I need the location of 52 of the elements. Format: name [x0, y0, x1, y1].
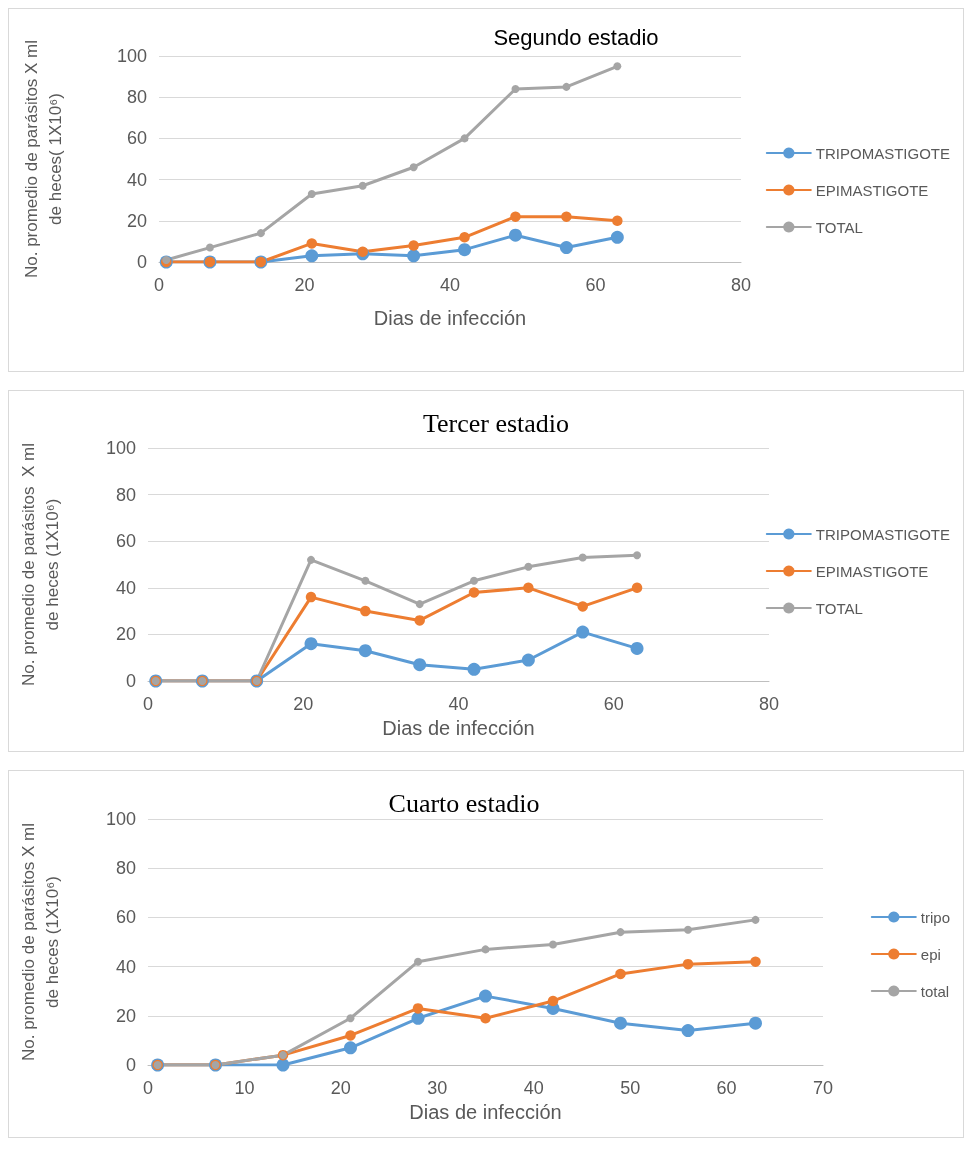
y-axis-title: No. promedio de parásitos X ml de heces( 1X10⁶) [21, 39, 65, 279]
x-tick-label: 70 [812, 1078, 834, 1098]
y-tick-label: 40 [115, 577, 136, 598]
x-tick-label: 50 [620, 1078, 641, 1098]
chart-title: Segundo estadio [493, 24, 659, 50]
x-tick-label: 40 [448, 694, 469, 714]
y-tick-label: 0 [125, 1055, 136, 1075]
y-tick-label: 100 [116, 46, 147, 66]
legend-label: TOTAL [815, 218, 863, 236]
legend-label: epi [920, 945, 941, 963]
x-axis-title: Dias de infección [373, 307, 527, 329]
x-axis-title: Dias de infección [382, 716, 535, 739]
legend-label: total [920, 982, 950, 1000]
x-tick-label: 20 [293, 694, 314, 714]
y-axis-title: No. promedio de parásitos X ml de heces (1X10⁶) [18, 822, 62, 1062]
y-tick-label: 80 [126, 87, 147, 108]
legend-label: tripo [920, 908, 951, 926]
y-tick-label: 100 [105, 438, 136, 458]
x-tick-label: 80 [730, 275, 752, 295]
y-tick-label: 60 [126, 128, 147, 149]
y-axis-title: No. promedio de parásitos X ml de heces (1X10⁶) [18, 443, 62, 686]
y-tick-label: 20 [115, 1005, 136, 1026]
y-tick-label: 0 [125, 671, 136, 691]
x-tick-label: 60 [585, 275, 606, 295]
y-tick-label: 20 [115, 624, 136, 645]
legend-label: EPIMASTIGOTE [815, 562, 929, 580]
y-tick-label: 40 [126, 169, 147, 190]
x-tick-label: 80 [758, 694, 780, 714]
y-tick-label: 0 [136, 252, 147, 272]
y-tick-label: 60 [115, 531, 136, 552]
legend-label: TRIPOMASTIGOTE [815, 144, 951, 162]
x-tick-label: 60 [716, 1078, 737, 1098]
legend-label: TRIPOMASTIGOTE [815, 525, 951, 543]
x-tick-label: 30 [427, 1078, 448, 1098]
y-tick-label: 40 [115, 956, 136, 977]
legend-label: TOTAL [815, 599, 863, 617]
chart-title: Cuarto estadio [388, 788, 540, 818]
x-tick-label: 10 [234, 1078, 255, 1098]
x-tick-label: 60 [603, 694, 624, 714]
y-tick-label: 20 [126, 210, 147, 231]
chart-title: Tercer estadio [422, 408, 570, 438]
x-tick-label: 20 [330, 1078, 351, 1098]
x-axis-title: Dias de infección [409, 1100, 562, 1123]
x-tick-label: 20 [294, 275, 315, 295]
y-tick-label: 80 [115, 858, 136, 879]
y-tick-label: 80 [115, 484, 136, 505]
y-tick-label: 100 [105, 809, 136, 829]
legend-label: EPIMASTIGOTE [815, 181, 929, 199]
y-tick-label: 60 [115, 907, 136, 928]
x-tick-label: 0 [153, 275, 165, 295]
x-tick-label: 40 [523, 1078, 544, 1098]
x-tick-label: 40 [439, 275, 461, 295]
